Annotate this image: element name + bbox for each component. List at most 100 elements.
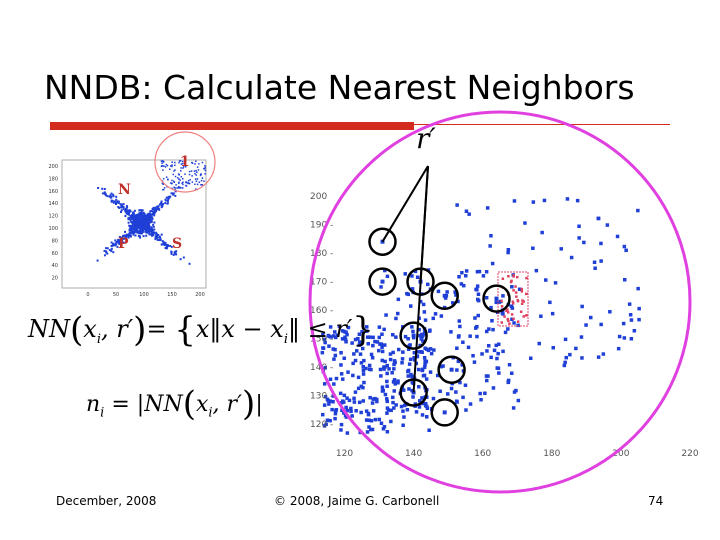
scatter-point <box>431 316 435 321</box>
scatter-point <box>464 209 469 213</box>
scatter-point <box>501 349 505 354</box>
small-scatter-x-tick: 0 <box>86 292 89 298</box>
scatter-point <box>341 399 345 403</box>
scatter-point <box>516 323 520 328</box>
scatter-point <box>367 363 372 368</box>
small-scatter-point <box>191 175 193 177</box>
neighbor-point <box>380 279 385 284</box>
small-scatter-point <box>154 206 157 209</box>
scatter-point <box>464 274 468 278</box>
small-scatter-point <box>109 194 112 197</box>
highlight-point <box>515 295 518 298</box>
scatter-point <box>359 410 363 415</box>
scatter-point <box>637 306 641 311</box>
scatter-point <box>373 417 378 422</box>
small-scatter-point <box>140 220 142 223</box>
small-scatter-point <box>146 215 149 218</box>
small-scatter-point <box>140 213 143 216</box>
scatter-point <box>411 329 415 334</box>
scatter-point <box>596 216 600 221</box>
scatter-point <box>460 271 464 275</box>
scatter-point <box>385 406 390 410</box>
scatter-point <box>407 362 412 366</box>
scatter-point <box>593 266 597 270</box>
small-scatter-point <box>144 226 147 229</box>
scatter-point <box>345 396 349 400</box>
small-scatter-point <box>162 178 165 180</box>
small-scatter-point <box>156 236 159 239</box>
scatter-point <box>366 342 370 346</box>
small-scatter-point <box>182 178 184 180</box>
small-scatter-point <box>120 206 123 209</box>
scatter-point <box>344 340 348 344</box>
small-scatter-point <box>174 190 177 193</box>
small-scatter-point <box>151 234 154 237</box>
small-scatter-point <box>103 249 106 252</box>
scatter-point <box>506 250 510 255</box>
scatter-point <box>350 414 354 418</box>
scatter-point <box>397 347 401 352</box>
small-scatter-point <box>162 183 164 185</box>
scatter-point <box>392 389 396 393</box>
scatter-point <box>357 340 362 344</box>
small-scatter-point <box>143 225 146 228</box>
scatter-point <box>385 274 390 279</box>
x-tick-label: 160 <box>474 449 491 459</box>
small-scatter-points <box>96 160 207 265</box>
scatter-point <box>622 244 627 249</box>
scatter-point <box>455 400 459 404</box>
x-tick-label: 120 <box>336 449 353 459</box>
small-scatter-point <box>187 180 190 182</box>
highlight-point <box>525 276 528 280</box>
y-tick-label: 120 - <box>310 420 333 430</box>
highlight-point <box>516 275 519 279</box>
small-scatter-point <box>139 236 142 239</box>
footer-copyright: © 2008, Jaime G. Carbonell <box>274 494 440 508</box>
small-scatter-point <box>153 214 156 217</box>
small-scatter-point <box>148 217 151 220</box>
scatter-point <box>391 333 395 337</box>
small-scatter-point <box>204 165 206 167</box>
small-scatter-point <box>104 193 107 196</box>
scatter-point <box>409 304 413 308</box>
scatter-point <box>466 345 471 350</box>
small-scatter-point <box>138 235 141 238</box>
small-scatter-point <box>149 210 152 213</box>
scatter-point <box>420 396 424 400</box>
small-scatter-point <box>163 165 165 167</box>
small-scatter-point <box>146 220 148 222</box>
small-scatter-point <box>158 203 161 206</box>
scatter-point <box>501 294 505 298</box>
scatter-point <box>423 330 427 335</box>
scatter-point <box>347 398 352 403</box>
scatter-point <box>350 341 354 345</box>
small-scatter-point <box>149 221 152 224</box>
small-scatter-point <box>171 192 174 195</box>
scatter-point <box>584 323 588 327</box>
small-scatter-point <box>178 160 181 162</box>
small-scatter-point <box>128 213 131 216</box>
scatter-point <box>621 321 626 326</box>
scatter-point <box>494 300 498 305</box>
small-scatter-point <box>122 203 125 206</box>
small-scatter-point <box>153 221 156 224</box>
scatter-point <box>412 351 417 355</box>
scatter-point <box>377 325 382 329</box>
small-scatter-point <box>170 252 173 255</box>
scatter-point <box>339 363 343 367</box>
small-scatter-point <box>131 225 134 228</box>
highlight-point <box>512 317 515 321</box>
y-tick-label: 150 - <box>310 334 333 344</box>
scatter-point <box>599 259 603 263</box>
small-scatter-point <box>177 186 180 188</box>
neighbor-point <box>442 410 447 415</box>
scatter-point <box>342 329 347 334</box>
scatter-point <box>599 322 603 327</box>
scatter-point <box>339 422 344 427</box>
scatter-point <box>333 347 337 352</box>
scatter-point <box>343 335 347 339</box>
scatter-point <box>421 401 425 406</box>
small-scatter-point <box>188 182 191 185</box>
small-scatter-x-ticks: 0 50 100 150 200 <box>86 292 204 298</box>
